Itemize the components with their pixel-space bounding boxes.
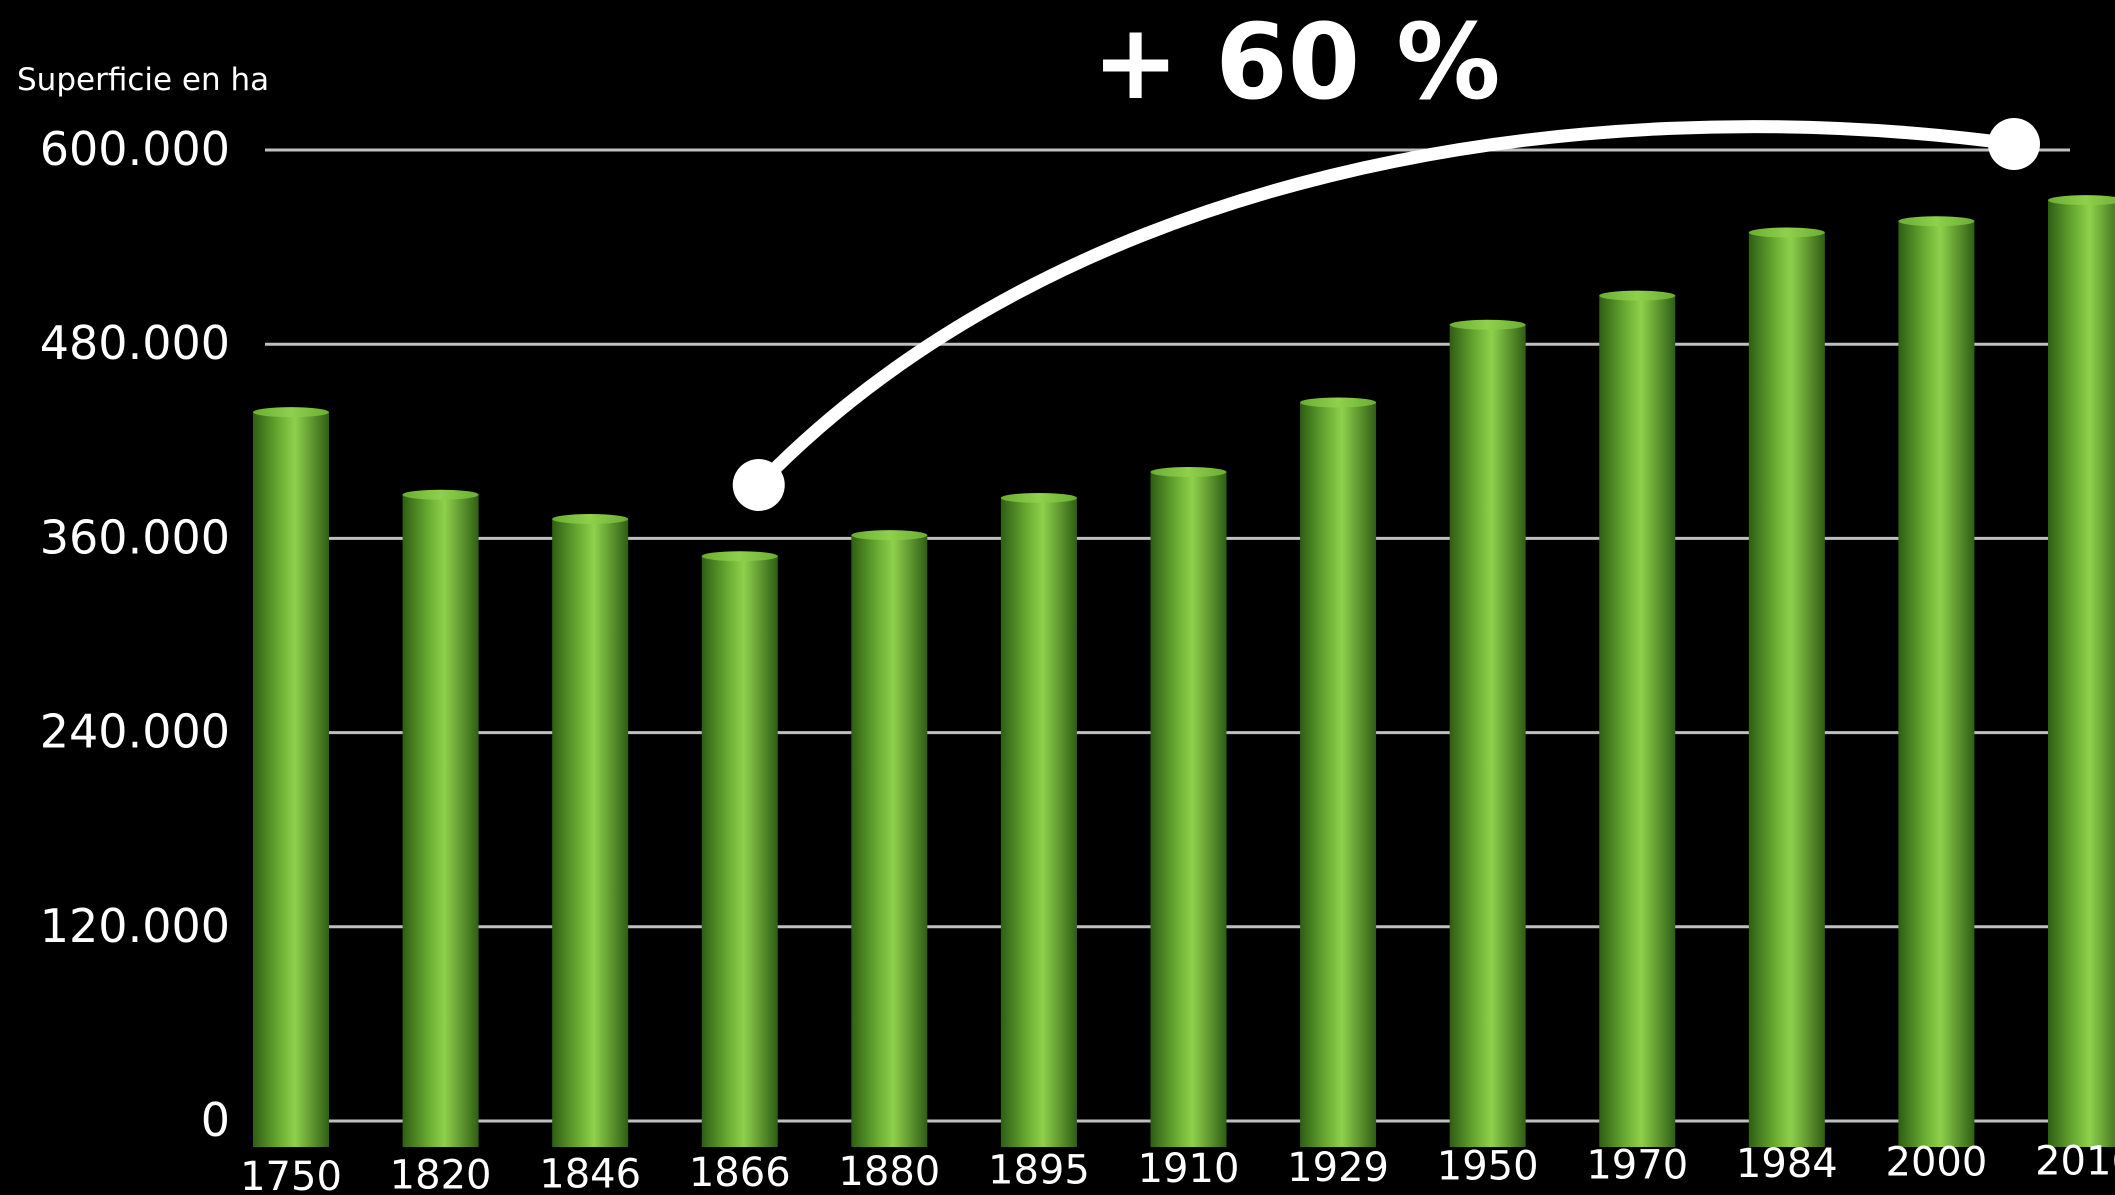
bar-cap [253,407,329,417]
bar-cap [1898,216,1974,226]
bar-body [702,556,778,1147]
bar-body [1001,498,1077,1147]
y-tick-label: 600.000 [40,122,230,176]
bar-body [1300,402,1376,1147]
bar-body [1151,472,1227,1147]
bar-body [2048,200,2115,1147]
bar [851,530,927,1147]
x-tick-label: 1950 [1437,1144,1539,1190]
growth-arc [759,127,2014,485]
bar [1300,397,1376,1147]
x-tick-label: 1970 [1586,1142,1688,1188]
bar [253,407,329,1147]
bar-body [1599,296,1675,1147]
bar-body [851,535,927,1147]
x-tick-label: 1984 [1736,1141,1838,1187]
bar [1450,320,1526,1147]
bar [1749,228,1825,1147]
x-tick-label: 1866 [689,1150,791,1195]
bar [2048,195,2115,1147]
bar [702,551,778,1147]
x-tick-label: 1750 [240,1154,342,1195]
bar-body [1450,325,1526,1147]
bar-cap [1450,320,1526,330]
bar-cap [702,551,778,561]
x-tick-label: 2000 [1886,1140,1988,1186]
bar-cap [1151,467,1227,477]
growth-arrow [733,118,2040,511]
bar-cap [851,530,927,540]
x-tick-label: 1910 [1138,1146,1240,1192]
bar-cap [1001,493,1077,503]
y-tick-label: 0 [201,1093,230,1147]
y-tick-label: 360.000 [40,510,230,564]
y-axis-ticks: 0 120.000 240.000 360.000 480.000 600.000 [40,122,230,1147]
bar-body [253,412,329,1147]
y-tick-label: 120.000 [40,899,230,953]
bar [1898,216,1974,1147]
bar [1001,493,1077,1147]
y-tick-label: 240.000 [40,705,230,759]
bar [1599,291,1675,1147]
bar [1151,467,1227,1147]
bar-body [552,519,628,1147]
bar-cap [1599,291,1675,301]
arc-end-dot [1988,118,2040,170]
bar-cap [403,490,479,500]
x-tick-label: 1820 [390,1153,492,1195]
bars [253,195,2115,1147]
bar-body [403,495,479,1147]
x-axis-ticks: 1750 1820 1846 1866 1880 1895 1910 1929 1950 1970… [240,1138,2115,1195]
x-tick-label: 1929 [1287,1145,1389,1191]
x-tick-label: 1895 [988,1148,1090,1194]
bar-cap [1749,228,1825,238]
x-tick-label: 1880 [838,1149,940,1195]
bar-cap [1300,397,1376,407]
y-tick-label: 480.000 [40,316,230,370]
bar [403,490,479,1147]
bar-cap [552,514,628,524]
x-tick-label: 2016 [2035,1138,2115,1184]
x-tick-label: 1846 [539,1151,641,1195]
arc-start-dot [733,459,785,511]
bar-body [1749,233,1825,1147]
bar-body [1898,221,1974,1147]
bar [552,514,628,1147]
